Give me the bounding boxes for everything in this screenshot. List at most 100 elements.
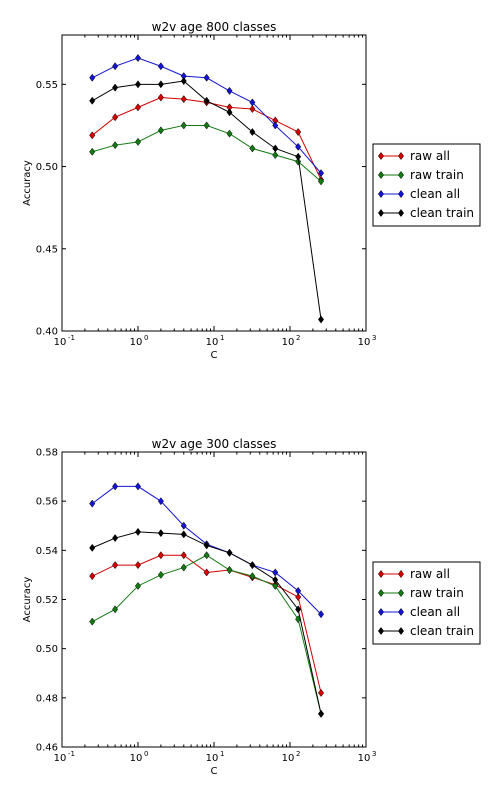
legend-swatch-marker bbox=[377, 569, 385, 579]
data-point bbox=[180, 551, 187, 560]
legend-swatch-marker bbox=[377, 189, 385, 199]
legend-entry: clean all bbox=[377, 605, 460, 619]
data-point bbox=[226, 86, 233, 95]
data-point bbox=[318, 177, 325, 186]
series-raw-train bbox=[89, 121, 325, 186]
y-tick-label: 0.46 bbox=[36, 743, 58, 754]
legend-box bbox=[372, 143, 481, 227]
x-tick-exponent: 0 bbox=[144, 750, 148, 758]
legend-swatch-marker bbox=[397, 626, 405, 636]
chart-title: w2v age 800 classes bbox=[152, 20, 277, 34]
data-point bbox=[89, 499, 96, 508]
data-point bbox=[272, 121, 279, 130]
data-point bbox=[295, 128, 302, 137]
x-tick-exponent: 1 bbox=[220, 334, 224, 342]
data-point bbox=[134, 103, 142, 112]
legend: raw all raw train clean all clean train bbox=[372, 561, 481, 645]
legend-label: clean all bbox=[410, 605, 460, 619]
x-tick-label: 10 0 bbox=[130, 334, 149, 348]
data-point bbox=[89, 617, 96, 626]
data-point bbox=[157, 570, 164, 579]
series-raw-all bbox=[89, 93, 325, 184]
legend-swatch-marker bbox=[377, 588, 385, 598]
legend-entry: clean all bbox=[377, 187, 460, 201]
legend-swatch-marker bbox=[397, 170, 405, 180]
y-tick-label: 0.40 bbox=[36, 327, 58, 338]
series-line bbox=[91, 96, 322, 180]
legend-entry: clean train bbox=[377, 206, 474, 220]
legend-entry: raw all bbox=[377, 567, 450, 581]
legend-swatch-marker bbox=[377, 607, 385, 617]
y-tick-label: 0.52 bbox=[36, 595, 58, 606]
data-point bbox=[112, 482, 119, 491]
data-point bbox=[157, 529, 164, 538]
x-tick-label: 10 1 bbox=[206, 334, 225, 348]
x-tick-exponent: 0 bbox=[144, 334, 148, 342]
data-point bbox=[226, 108, 233, 117]
data-point bbox=[157, 80, 164, 89]
data-point bbox=[157, 62, 164, 71]
data-point bbox=[89, 96, 96, 105]
data-point bbox=[318, 688, 325, 697]
data-point bbox=[112, 83, 119, 92]
legend-swatch-marker bbox=[377, 208, 385, 218]
series-clean-train bbox=[89, 77, 325, 324]
data-point bbox=[112, 534, 119, 543]
x-tick-label: 10 1 bbox=[206, 750, 225, 764]
legend-box bbox=[372, 561, 481, 645]
data-point bbox=[112, 141, 119, 150]
legend-entry: clean train bbox=[377, 624, 474, 638]
x-tick-exponent: 2 bbox=[296, 334, 300, 342]
series-line bbox=[92, 124, 322, 182]
series-clean-all bbox=[89, 54, 325, 178]
data-point bbox=[295, 605, 302, 614]
data-point bbox=[134, 137, 142, 146]
x-tick-exponent: -1 bbox=[68, 750, 75, 758]
x-tick-base: 10 bbox=[358, 753, 371, 764]
legend-label: raw train bbox=[410, 586, 464, 600]
data-point bbox=[180, 563, 187, 572]
data-point bbox=[134, 581, 142, 590]
data-point bbox=[295, 152, 302, 161]
y-tick-label: 0.48 bbox=[36, 693, 58, 704]
series-raw-all bbox=[89, 551, 325, 697]
x-tick-base: 10 bbox=[358, 337, 371, 348]
x-axis-label: C bbox=[211, 350, 218, 361]
chart-2: w2v age 300 classes 0.46 0.48 0.50 0.52 0.54 0… bbox=[22, 437, 481, 777]
x-tick-base: 10 bbox=[282, 753, 295, 764]
x-tick-label: 10 -1 bbox=[54, 334, 75, 348]
data-point bbox=[112, 561, 119, 570]
data-point bbox=[249, 98, 256, 107]
data-point bbox=[203, 96, 210, 105]
legend-swatch-marker bbox=[397, 607, 405, 617]
legend-swatch-marker bbox=[397, 151, 405, 161]
legend-swatch-marker bbox=[397, 588, 405, 598]
data-point bbox=[112, 62, 119, 71]
legend-swatch-marker bbox=[377, 170, 385, 180]
x-tick-exponent: 2 bbox=[296, 750, 300, 758]
x-tick-base: 10 bbox=[206, 753, 219, 764]
x-tick-label: 10 2 bbox=[282, 334, 301, 348]
data-point bbox=[180, 77, 187, 86]
data-point bbox=[295, 142, 302, 151]
legend-swatch-marker bbox=[397, 208, 405, 218]
data-point bbox=[203, 541, 210, 550]
data-point bbox=[134, 527, 142, 536]
y-tick-label: 0.50 bbox=[36, 162, 58, 173]
y-tick-label: 0.50 bbox=[36, 644, 58, 655]
legend-label: clean train bbox=[410, 624, 474, 638]
legend-entry: raw all bbox=[377, 149, 450, 163]
data-point bbox=[249, 572, 256, 581]
legend-swatch-marker bbox=[397, 569, 405, 579]
data-point bbox=[226, 129, 233, 138]
x-tick-label: 10 -1 bbox=[54, 750, 75, 764]
y-tick-label: 0.58 bbox=[36, 448, 58, 459]
data-point bbox=[180, 121, 187, 130]
data-point bbox=[157, 497, 164, 506]
data-point bbox=[295, 593, 302, 602]
data-point bbox=[89, 73, 96, 82]
legend-swatch-marker bbox=[397, 189, 405, 199]
legend-label: raw train bbox=[410, 168, 464, 182]
